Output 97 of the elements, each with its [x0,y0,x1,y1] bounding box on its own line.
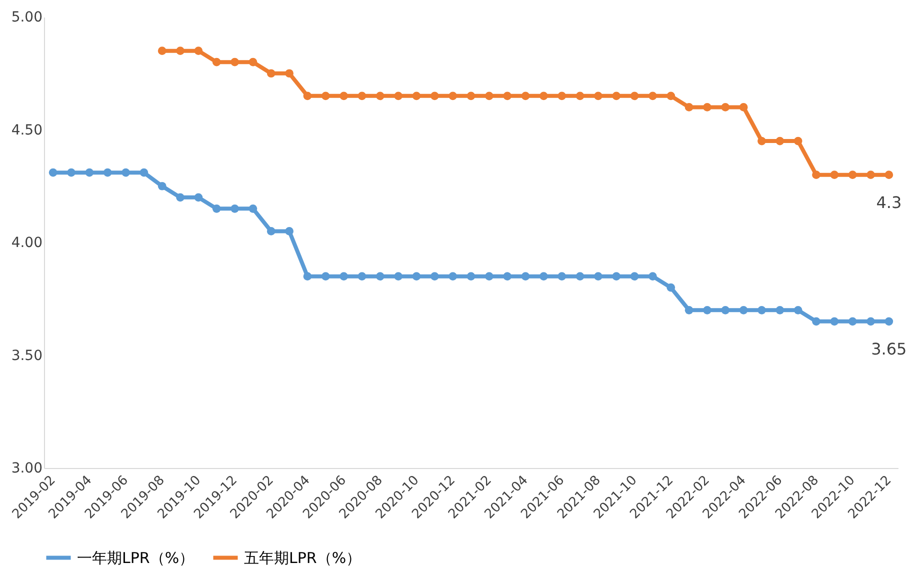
y-tick-label: 3.50 [11,348,42,364]
point [140,168,148,177]
point [812,317,820,326]
point [466,92,476,100]
y-tick-label: 4.50 [11,122,42,138]
y-tick-label: 3.00 [11,460,42,476]
point [739,306,748,314]
point [412,92,421,100]
point [721,103,730,112]
point [484,92,494,100]
point [721,306,730,314]
point [630,272,639,280]
point [285,227,294,236]
point [612,272,621,280]
point [648,272,657,280]
y-tick-label: 5.00 [11,10,42,26]
point [340,272,348,280]
point [794,306,802,314]
point [484,272,494,280]
point [358,92,366,100]
point [212,204,221,213]
point [666,283,676,292]
point [412,272,421,280]
point [848,317,857,326]
point [703,103,712,112]
point [303,92,312,100]
point [376,272,384,280]
point [48,168,58,177]
point [703,306,712,314]
point [648,92,657,100]
point [266,227,276,236]
point [358,272,366,280]
point [321,272,330,280]
point [594,92,602,100]
point [103,168,112,177]
point [303,272,312,280]
legend-label: 一年期LPR（%） [77,548,194,567]
point [503,272,512,280]
point [540,272,548,280]
point [194,46,203,55]
point [212,58,221,66]
point [758,306,766,314]
point [194,193,203,202]
point [248,204,258,213]
data-label: 4.3 [876,192,902,212]
data-label: 3.65 [871,339,907,358]
point [158,182,166,190]
point [776,306,784,314]
point [812,170,820,180]
point [158,46,166,55]
point [830,170,839,180]
point [666,92,676,100]
point [848,170,857,180]
point [376,92,384,100]
point [67,168,76,177]
point [448,272,458,280]
y-tick-label: 4.00 [11,235,42,251]
point [630,92,639,100]
point [540,92,548,100]
point [448,92,458,100]
point [576,272,584,280]
point [521,272,530,280]
point [558,272,566,280]
point [466,272,476,280]
point [758,136,766,146]
point [266,69,276,78]
point [122,168,130,177]
point [430,92,439,100]
point [794,136,802,146]
point [884,170,894,180]
point [394,92,402,100]
point [739,103,748,112]
point [866,317,875,326]
point [594,272,602,280]
point [285,69,294,78]
point [558,92,566,100]
point [776,136,784,146]
point [230,204,239,213]
point [85,168,94,177]
point [248,58,258,66]
point [684,103,694,112]
point [866,170,875,180]
point [321,92,330,100]
point [684,306,694,314]
point [340,92,348,100]
point [521,92,530,100]
point [176,193,184,202]
point [176,46,184,55]
point [503,92,512,100]
point [394,272,402,280]
legend-label: 五年期LPR（%） [244,548,362,567]
point [830,317,839,326]
point [884,317,894,326]
point [430,272,439,280]
point [612,92,621,100]
point [576,92,584,100]
point [230,58,239,66]
